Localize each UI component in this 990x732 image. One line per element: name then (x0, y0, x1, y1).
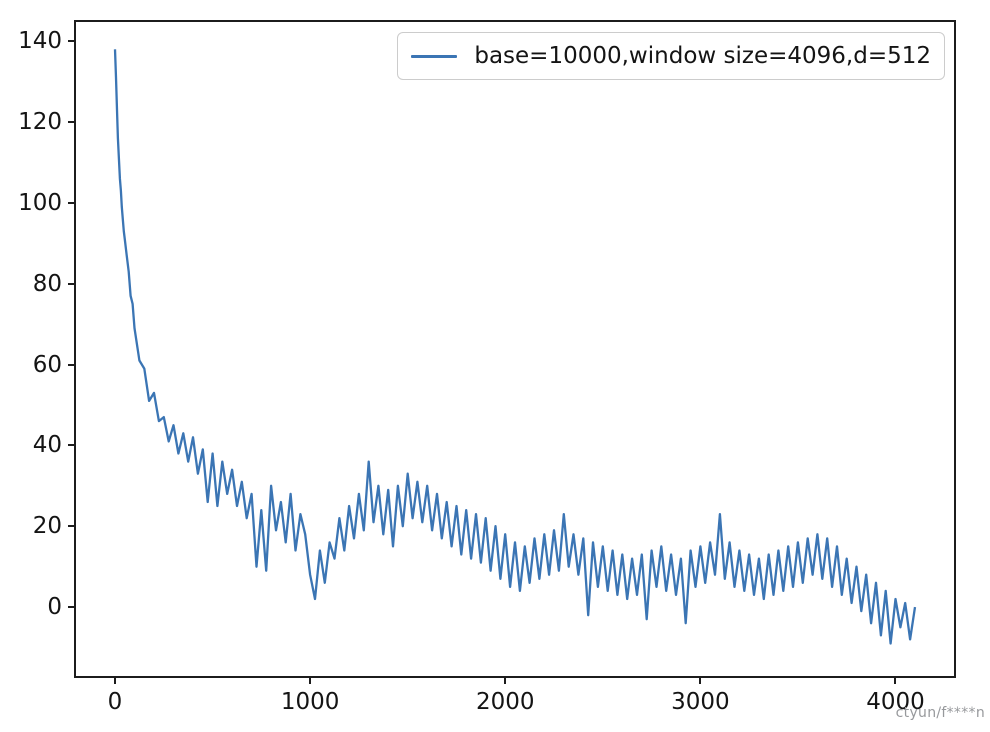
legend: base=10000,window size=4096,d=512 (397, 32, 945, 80)
x-tick-mark (114, 678, 116, 684)
y-tick-mark (68, 201, 74, 204)
x-tick-label: 3000 (671, 689, 730, 715)
y-tick-mark (68, 606, 74, 609)
y-tick-label: 0 (47, 594, 62, 621)
y-tick-mark (68, 444, 74, 447)
y-tick-mark (68, 121, 74, 124)
y-tick-mark (68, 40, 74, 43)
x-tick-mark (699, 678, 702, 684)
x-tick-label: 2000 (475, 689, 535, 715)
y-tick-label: 140 (18, 28, 62, 55)
x-tick-label: 4000 (866, 689, 925, 715)
x-tick-mark (309, 678, 312, 684)
y-tick-mark (68, 282, 74, 285)
x-tick-mark (894, 678, 897, 684)
legend-label: base=10000,window size=4096,d=512 (474, 43, 931, 69)
y-tick-label: 20 (32, 513, 62, 540)
y-tick-label: 60 (32, 351, 62, 378)
watermark: ctyun/f****n (895, 705, 985, 721)
legend-line-sample (411, 54, 458, 58)
y-tick-label: 80 (32, 270, 62, 297)
x-tick-label: 0 (107, 689, 123, 715)
y-tick-label: 100 (18, 189, 62, 216)
y-tick-label: 40 (32, 432, 62, 459)
x-tick-label: 1000 (280, 689, 340, 715)
y-tick-label: 120 (18, 109, 62, 136)
plot-area (74, 20, 956, 678)
y-tick-mark (68, 525, 74, 528)
x-tick-mark (504, 678, 507, 684)
y-tick-mark (68, 363, 74, 366)
data-series-line (113, 49, 917, 645)
